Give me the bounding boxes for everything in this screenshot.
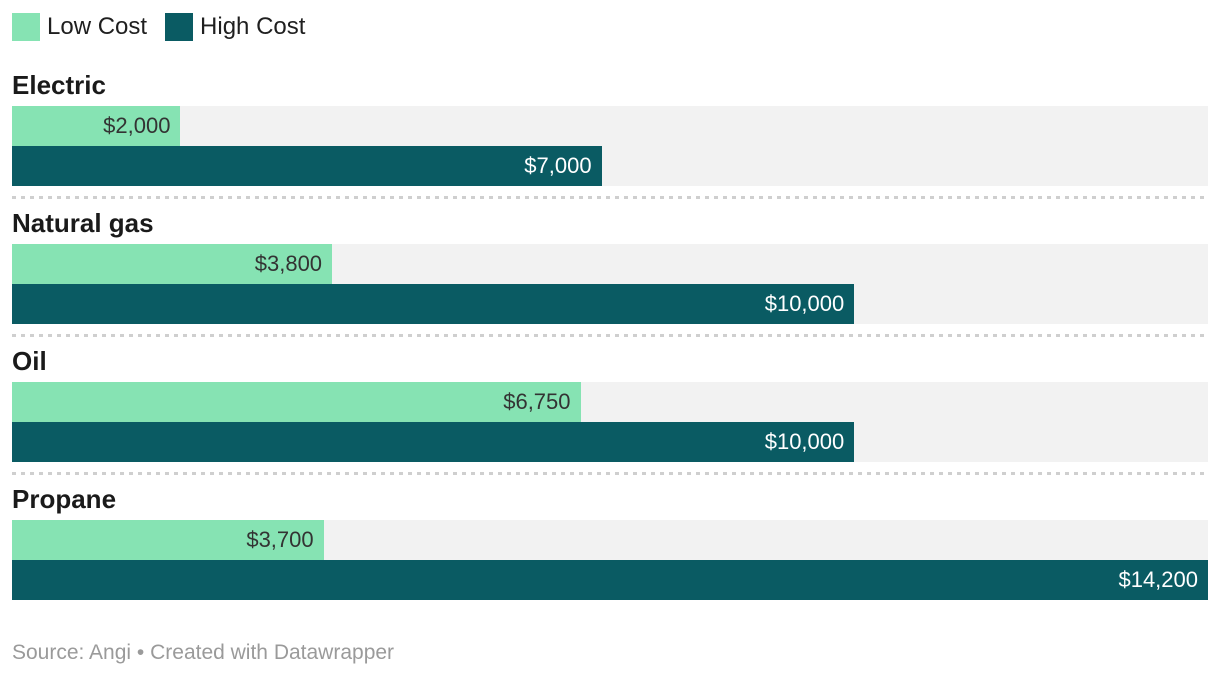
bar-track-high: $10,000 (12, 284, 1208, 324)
category-label-electric: Electric (12, 70, 106, 100)
legend-label-low-cost: Low Cost (47, 13, 148, 40)
bar-track-low: $3,800 (12, 244, 1208, 284)
group-propane: Propane $3,700 $14,200 (12, 484, 1208, 600)
bar-electric-high-cost: $7,000 (12, 146, 602, 186)
bar-natural-gas-high-cost: $10,000 (12, 284, 855, 324)
category-label-oil: Oil (12, 346, 47, 376)
group-divider (12, 196, 1208, 199)
bar-track-high: $14,200 (12, 560, 1208, 600)
legend-label-high-cost: High Cost (200, 13, 306, 40)
bar-value-label: $3,800 (254, 251, 323, 276)
bar-value-label: $7,000 (524, 153, 592, 178)
legend-item-low-cost: Low Cost (12, 13, 147, 41)
legend-item-high-cost: High Cost (165, 13, 305, 41)
group-divider (12, 472, 1208, 475)
bar-electric-low-cost: $2,000 (12, 106, 181, 146)
bar-natural-gas-low-cost: $3,800 (12, 244, 333, 284)
bar-track-high: $7,000 (12, 146, 1208, 186)
group-divider (12, 334, 1208, 337)
bar-propane-low-cost: $3,700 (12, 520, 324, 560)
group-oil: Oil $6,750 $10,000 (12, 346, 1208, 462)
bar-value-label: $10,000 (764, 429, 845, 454)
bar-track-low: $3,700 (12, 520, 1208, 560)
bar-track-high: $10,000 (12, 422, 1208, 462)
bar-value-label: $2,000 (103, 113, 171, 138)
legend-swatch-high-cost-icon (165, 13, 194, 41)
category-label-natural-gas: Natural gas (12, 208, 154, 238)
source-attribution: Source: Angi • Created with Datawrapper (12, 641, 395, 664)
bar-value-label: $10,000 (764, 291, 845, 316)
category-label-propane: Propane (12, 484, 117, 514)
bar-track-low: $6,750 (12, 382, 1208, 422)
bar-value-label: $14,200 (1118, 567, 1198, 592)
group-electric: Electric $2,000 $7,000 (12, 70, 1208, 186)
bar-oil-low-cost: $6,750 (12, 382, 581, 422)
legend: Low Cost High Cost (12, 13, 1208, 41)
bar-propane-high-cost: $14,200 (12, 560, 1208, 600)
bar-value-label: $6,750 (503, 389, 571, 414)
legend-swatch-low-cost-icon (12, 13, 40, 41)
bar-track-low: $2,000 (12, 106, 1208, 146)
bar-oil-high-cost: $10,000 (12, 422, 855, 462)
bar-value-label: $3,700 (246, 527, 314, 552)
group-natural-gas: Natural gas $3,800 $10,000 (12, 208, 1208, 324)
